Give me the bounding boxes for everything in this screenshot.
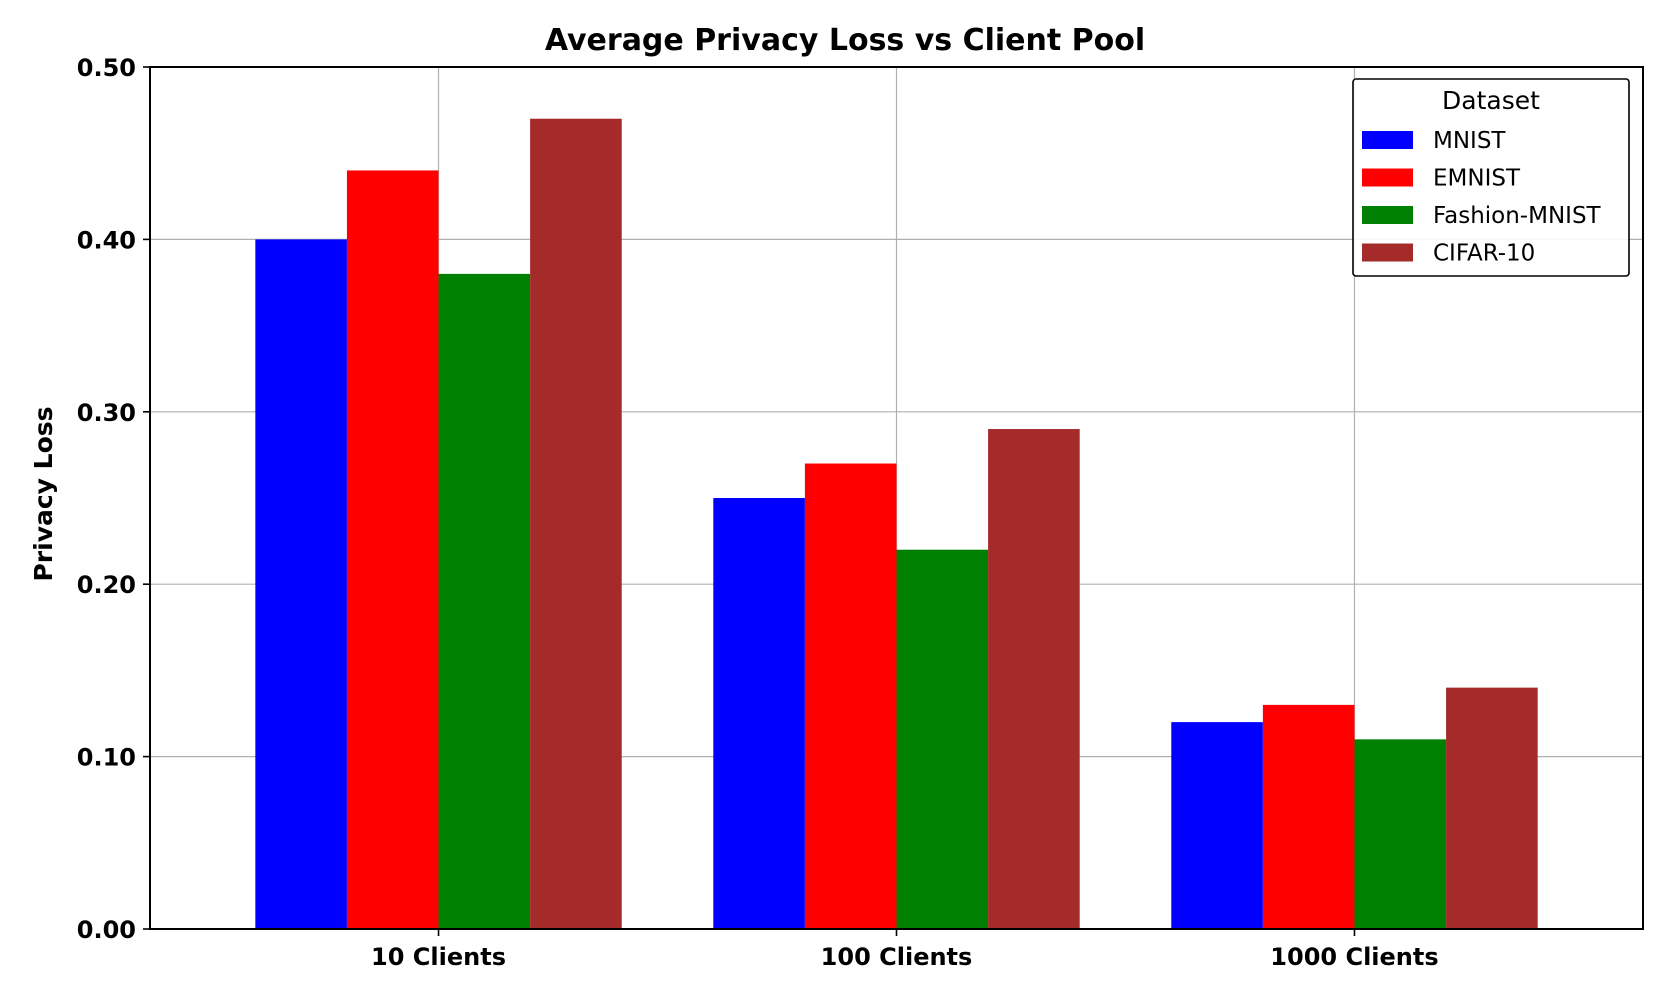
bar-cifar-10-10-clients — [530, 118, 622, 930]
bars — [255, 118, 1538, 930]
y-tick-label: 0.10 — [77, 744, 136, 772]
bar-emnist-100-clients — [804, 463, 897, 929]
legend-box — [1352, 78, 1630, 277]
legend-item-label: CIFAR-10 — [1433, 241, 1535, 267]
bar-mnist-10-clients — [255, 239, 347, 929]
legend: Dataset MNIST EMNIST Fashion-MNIST CIFAR-10 — [1352, 78, 1630, 277]
legend-swatch — [1362, 131, 1413, 149]
bar-mnist-100-clients — [713, 498, 805, 929]
legend-swatch — [1362, 206, 1413, 224]
y-tick-label: 0.30 — [77, 399, 136, 427]
y-tick-label: 0.00 — [77, 916, 136, 944]
legend-title: Dataset — [1442, 86, 1540, 115]
bar-fashion-mnist-1000-clients — [1354, 739, 1447, 929]
y-axis-label: Privacy Loss — [29, 406, 58, 581]
bar-emnist-1000-clients — [1262, 704, 1355, 929]
bar-cifar-10-100-clients — [988, 429, 1080, 929]
legend-item-label: MNIST — [1433, 128, 1506, 154]
legend-swatch — [1362, 243, 1413, 262]
x-tick-label: 100 Clients — [821, 943, 973, 971]
y-tick-label: 0.20 — [77, 571, 136, 599]
bar-emnist-10-clients — [346, 170, 439, 929]
bar-mnist-1000-clients — [1171, 722, 1263, 929]
legend-swatch — [1362, 168, 1413, 187]
bar-cifar-10-1000-clients — [1446, 687, 1538, 929]
y-tick-label: 0.50 — [77, 54, 136, 82]
legend-item-label: EMNIST — [1433, 166, 1521, 192]
y-tick-label: 0.40 — [77, 226, 136, 254]
ticks: 0.00 0.10 0.20 0.30 0.40 0.50 10 Clients 100 Cl… — [77, 54, 1439, 971]
legend-item-label: Fashion-MNIST — [1433, 203, 1602, 229]
bar-fashion-mnist-10-clients — [438, 273, 531, 929]
bar-fashion-mnist-100-clients — [896, 549, 989, 929]
x-tick-label: 1000 Clients — [1270, 943, 1438, 971]
x-tick-label: 10 Clients — [371, 943, 506, 971]
chart-title: Average Privacy Loss vs Client Pool — [545, 23, 1145, 58]
